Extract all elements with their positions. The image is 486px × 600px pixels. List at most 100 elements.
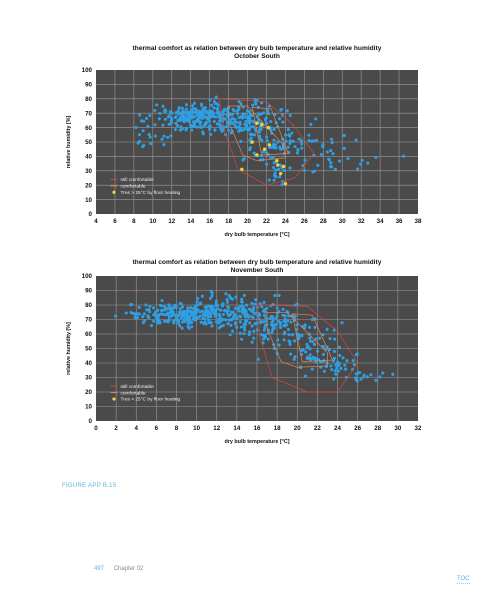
data-point xyxy=(219,127,223,131)
data-point xyxy=(271,156,275,160)
legend-label: Tres > 25°C by floor heating xyxy=(120,190,180,196)
x-tick-label: 8 xyxy=(132,218,136,225)
data-point xyxy=(253,322,257,326)
data-point xyxy=(271,315,275,319)
data-point xyxy=(206,304,210,308)
data-point xyxy=(332,349,336,353)
chart-october-south: thermal comfort as relation between dry … xyxy=(66,45,422,238)
data-point xyxy=(243,323,248,327)
data-point xyxy=(214,320,219,324)
data-point xyxy=(260,305,264,309)
data-point xyxy=(235,325,239,330)
data-point xyxy=(295,323,299,327)
data-point xyxy=(180,326,184,330)
data-point xyxy=(277,319,281,324)
data-point xyxy=(190,325,194,329)
data-point xyxy=(170,121,174,125)
data-point xyxy=(137,305,141,309)
data-point xyxy=(327,158,331,162)
data-point xyxy=(300,146,304,150)
data-point xyxy=(365,375,369,379)
data-point xyxy=(203,122,207,126)
data-point xyxy=(229,323,233,327)
data-point xyxy=(381,371,385,375)
data-point xyxy=(135,315,140,319)
data-point xyxy=(288,342,292,346)
highlight-point xyxy=(250,140,254,144)
x-tick-label: 20 xyxy=(294,425,301,432)
data-point xyxy=(141,315,145,319)
data-point xyxy=(252,329,256,333)
data-point xyxy=(213,310,217,314)
data-point xyxy=(314,117,318,121)
data-point xyxy=(325,361,329,365)
data-point xyxy=(209,132,213,137)
data-point xyxy=(358,162,363,166)
data-point xyxy=(249,315,254,319)
data-point xyxy=(291,139,295,143)
data-point xyxy=(240,304,244,308)
data-point xyxy=(166,115,170,119)
data-point xyxy=(209,289,213,293)
x-tick-label: 18 xyxy=(274,425,281,432)
data-point xyxy=(300,348,304,352)
data-point xyxy=(208,313,212,317)
data-point xyxy=(374,155,378,159)
data-point xyxy=(204,115,208,119)
data-point xyxy=(193,310,197,314)
data-point xyxy=(335,366,339,370)
y-tick-label: 100 xyxy=(82,67,93,74)
data-point xyxy=(141,145,145,149)
highlight-point xyxy=(283,182,288,186)
data-point xyxy=(262,300,266,304)
data-point xyxy=(134,313,138,317)
toc-link[interactable]: TOC xyxy=(457,576,470,584)
y-tick-label: 90 xyxy=(85,82,92,89)
data-point xyxy=(362,375,366,379)
data-point xyxy=(244,319,249,323)
data-point xyxy=(214,95,218,99)
data-point xyxy=(290,333,295,337)
highlight-point xyxy=(276,163,280,167)
data-point xyxy=(251,103,255,107)
data-point xyxy=(163,305,167,309)
data-point xyxy=(228,113,232,117)
x-tick-label: 2 xyxy=(114,425,118,432)
data-point xyxy=(277,117,281,121)
data-point xyxy=(199,125,203,129)
data-point xyxy=(256,357,260,361)
data-point xyxy=(328,336,332,341)
x-tick-label: 26 xyxy=(301,218,308,225)
x-tick-label: 0 xyxy=(94,425,98,432)
y-tick-label: 0 xyxy=(89,211,93,218)
data-point xyxy=(248,148,252,152)
legend-label: still comfortable xyxy=(120,177,154,183)
data-point xyxy=(325,150,329,154)
x-axis-label: dry bulb temperature [°C] xyxy=(224,439,289,445)
y-tick-label: 60 xyxy=(85,125,92,132)
data-point xyxy=(302,168,307,172)
x-tick-label: 30 xyxy=(394,425,401,432)
data-point xyxy=(265,306,269,310)
data-point xyxy=(186,316,190,320)
data-point xyxy=(186,310,190,314)
data-point xyxy=(391,372,395,376)
data-point xyxy=(292,357,296,361)
data-point xyxy=(253,97,257,101)
data-point xyxy=(230,297,234,301)
data-point xyxy=(190,128,194,132)
data-point xyxy=(223,308,227,312)
data-point xyxy=(180,320,184,324)
data-point xyxy=(310,367,314,371)
data-point xyxy=(278,145,282,149)
data-point xyxy=(221,302,225,306)
data-point xyxy=(316,358,321,362)
data-point xyxy=(315,349,320,353)
data-point xyxy=(307,139,311,143)
data-point xyxy=(262,328,266,332)
data-point xyxy=(137,133,142,137)
data-point xyxy=(306,345,310,349)
data-point xyxy=(308,347,312,351)
data-point xyxy=(216,103,220,107)
data-point xyxy=(360,158,364,162)
